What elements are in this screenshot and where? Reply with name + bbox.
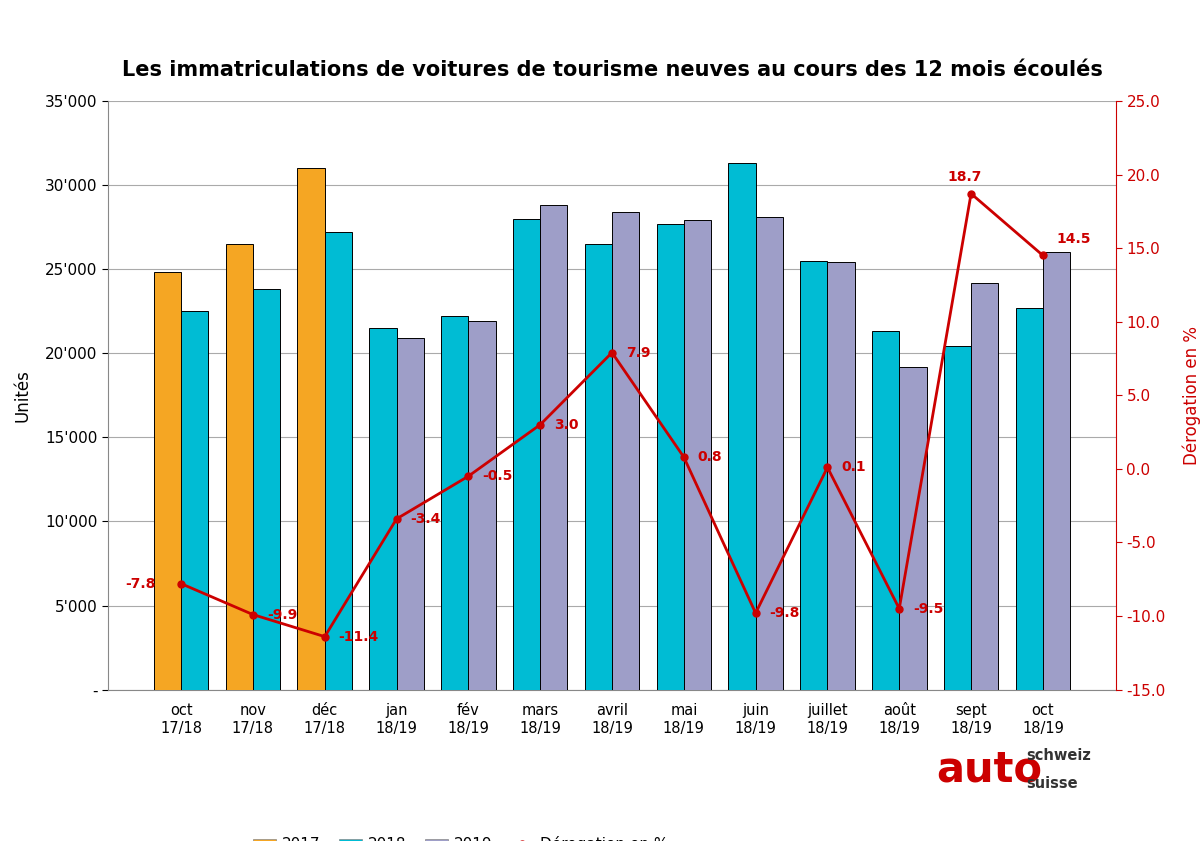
Bar [899,367,926,690]
Bar [872,331,899,690]
Text: 0.8: 0.8 [697,450,722,464]
Y-axis label: Unités: Unités [13,369,31,421]
Text: auto: auto [936,748,1042,791]
Text: -9.5: -9.5 [913,601,943,616]
Text: 7.9: 7.9 [626,346,650,360]
Bar [370,328,396,690]
Bar [512,219,540,690]
Text: 18.7: 18.7 [947,170,982,184]
Bar [442,316,468,690]
Text: -3.4: -3.4 [410,512,440,526]
Bar [298,168,325,690]
Bar [396,338,424,690]
Text: -11.4: -11.4 [338,630,379,643]
Title: Les immatriculations de voitures de tourisme neuves au cours des 12 mois écoulés: Les immatriculations de voitures de tour… [121,60,1103,80]
Bar [181,311,209,690]
Bar [1015,308,1043,690]
Text: -9.9: -9.9 [266,607,298,621]
Bar [756,217,782,690]
Bar [828,262,854,690]
Bar [540,205,568,690]
Bar [325,232,352,690]
Bar [728,163,756,690]
Bar [656,224,684,690]
Bar [226,244,253,690]
Text: 14.5: 14.5 [1057,232,1091,246]
Bar [468,321,496,690]
Text: 3.0: 3.0 [554,418,578,431]
Text: -9.8: -9.8 [769,606,800,620]
Bar [612,212,640,690]
Bar [943,346,971,690]
Text: -7.8: -7.8 [126,577,156,590]
Bar [800,261,828,690]
Bar [154,272,181,690]
Y-axis label: Dérogation en %: Dérogation en % [1182,325,1200,465]
Legend: 2017, 2018, 2019, Dérogation en %: 2017, 2018, 2019, Dérogation en % [247,830,674,841]
Bar [1043,252,1070,690]
Bar [684,220,712,690]
Bar [584,244,612,690]
Bar [253,289,281,690]
Text: suisse: suisse [1026,776,1078,791]
Text: -0.5: -0.5 [482,469,512,484]
Text: 0.1: 0.1 [841,460,866,474]
Text: schweiz: schweiz [1026,748,1091,763]
Bar [971,283,998,690]
